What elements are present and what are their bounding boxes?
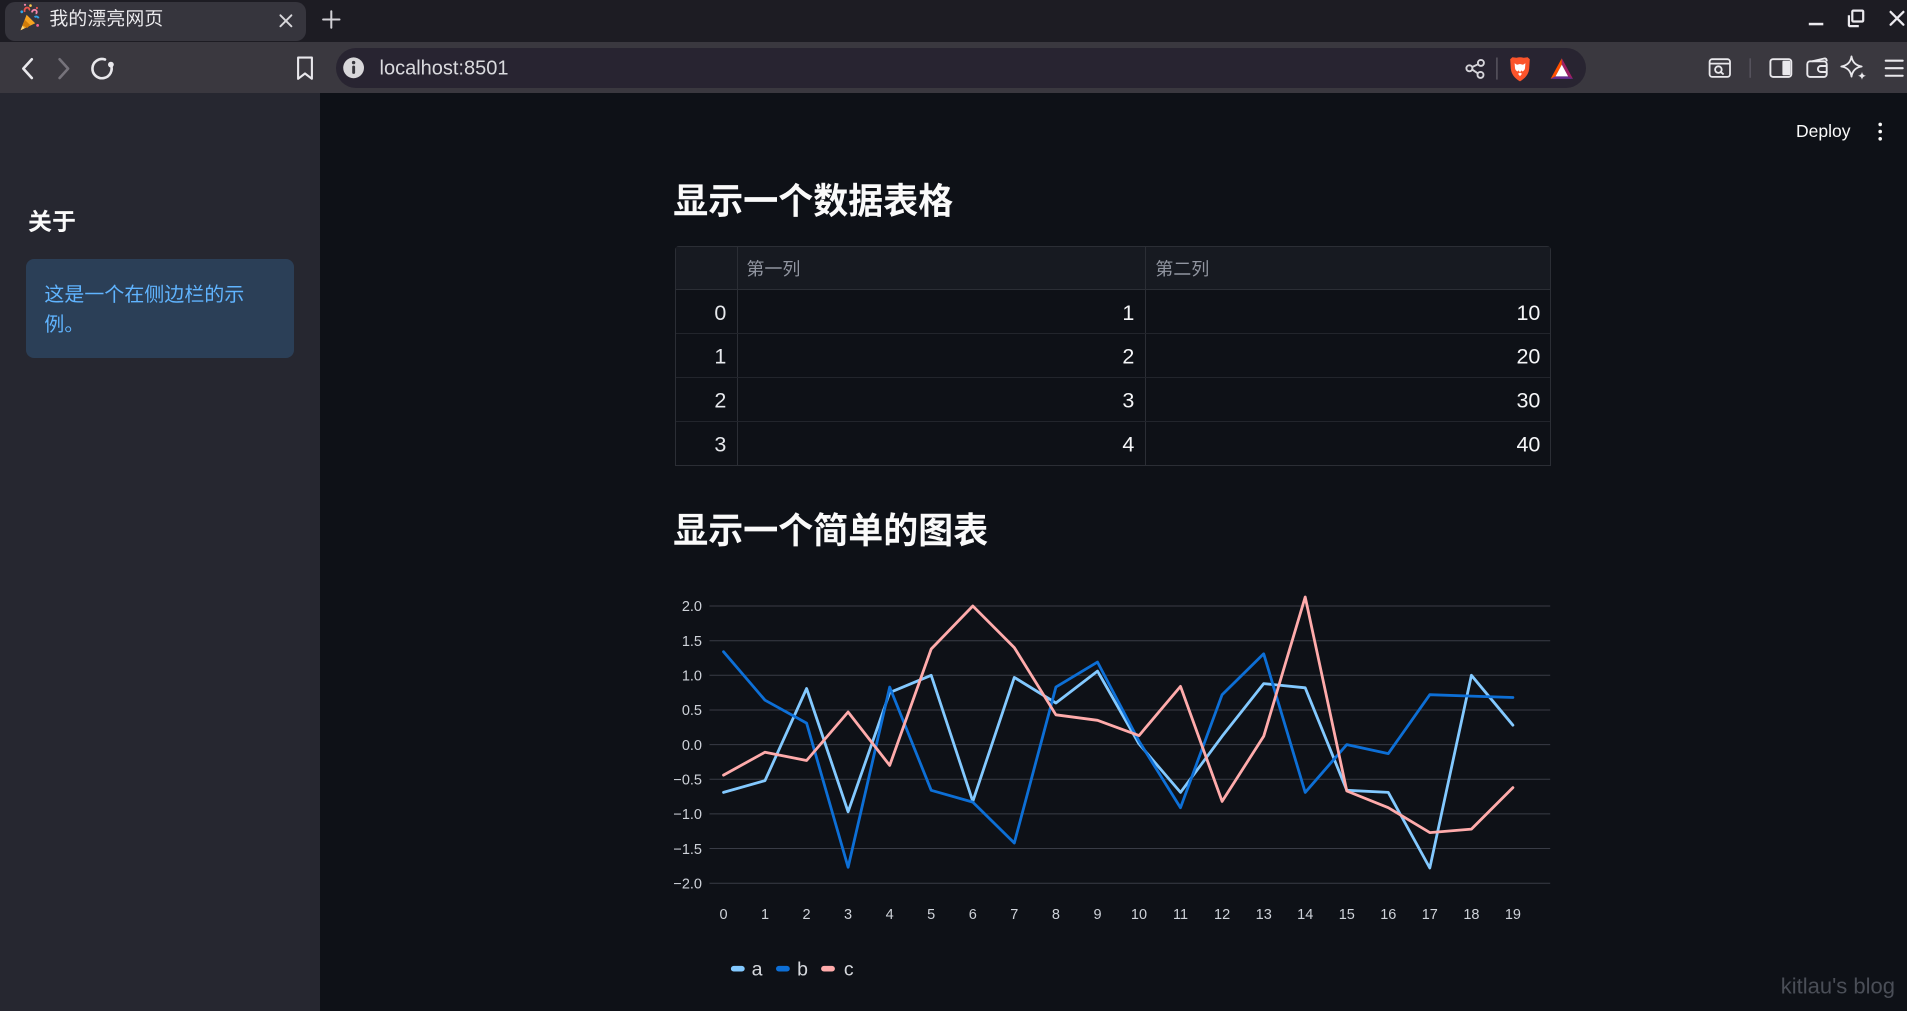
svg-text:13: 13 xyxy=(1256,907,1272,923)
svg-text:1.5: 1.5 xyxy=(682,634,702,650)
svg-text:6: 6 xyxy=(969,907,977,923)
svg-text:1: 1 xyxy=(761,907,769,923)
svg-text:4: 4 xyxy=(886,907,894,923)
svg-text:2.0: 2.0 xyxy=(682,599,702,615)
svg-text:15: 15 xyxy=(1339,907,1355,923)
svg-text:c: c xyxy=(844,958,854,980)
svg-text:14: 14 xyxy=(1297,907,1313,923)
svg-text:9: 9 xyxy=(1093,907,1101,923)
svg-text:18: 18 xyxy=(1463,907,1479,923)
svg-text:−1.5: −1.5 xyxy=(673,842,702,858)
svg-text:7: 7 xyxy=(1010,907,1018,923)
svg-text:1: 1 xyxy=(714,345,726,369)
svg-text:2: 2 xyxy=(714,389,726,413)
svg-text:10: 10 xyxy=(1131,907,1147,923)
svg-text:19: 19 xyxy=(1505,907,1521,923)
svg-text:3: 3 xyxy=(714,433,726,457)
svg-text:a: a xyxy=(752,958,763,980)
svg-text:−1.0: −1.0 xyxy=(673,807,702,823)
svg-text:20: 20 xyxy=(1516,345,1540,369)
svg-text:−2.0: −2.0 xyxy=(673,876,702,892)
svg-text:10: 10 xyxy=(1516,301,1540,325)
svg-text:1: 1 xyxy=(1122,301,1134,325)
svg-text:localhost:8501: localhost:8501 xyxy=(380,58,509,80)
svg-text:5: 5 xyxy=(927,907,935,923)
svg-text:2: 2 xyxy=(1122,345,1134,369)
svg-text:8: 8 xyxy=(1052,907,1060,923)
svg-text:2: 2 xyxy=(803,907,811,923)
svg-text:16: 16 xyxy=(1380,907,1396,923)
svg-text:0: 0 xyxy=(714,301,726,325)
svg-text:3: 3 xyxy=(1122,389,1134,413)
svg-text:11: 11 xyxy=(1173,907,1188,923)
svg-text:kitlau's blog: kitlau's blog xyxy=(1781,974,1895,999)
svg-text:0.0: 0.0 xyxy=(682,738,702,754)
svg-text:0: 0 xyxy=(719,907,727,923)
svg-text:Deploy: Deploy xyxy=(1796,121,1851,141)
svg-text:0.5: 0.5 xyxy=(682,703,702,719)
svg-text:40: 40 xyxy=(1516,433,1540,457)
svg-text:b: b xyxy=(797,958,808,980)
svg-text:1.0: 1.0 xyxy=(682,669,702,685)
svg-text:30: 30 xyxy=(1516,389,1540,413)
svg-text:17: 17 xyxy=(1422,907,1438,923)
svg-text:4: 4 xyxy=(1122,433,1134,457)
svg-text:−0.5: −0.5 xyxy=(673,773,702,789)
svg-text:3: 3 xyxy=(844,907,852,923)
svg-text:12: 12 xyxy=(1214,907,1230,923)
